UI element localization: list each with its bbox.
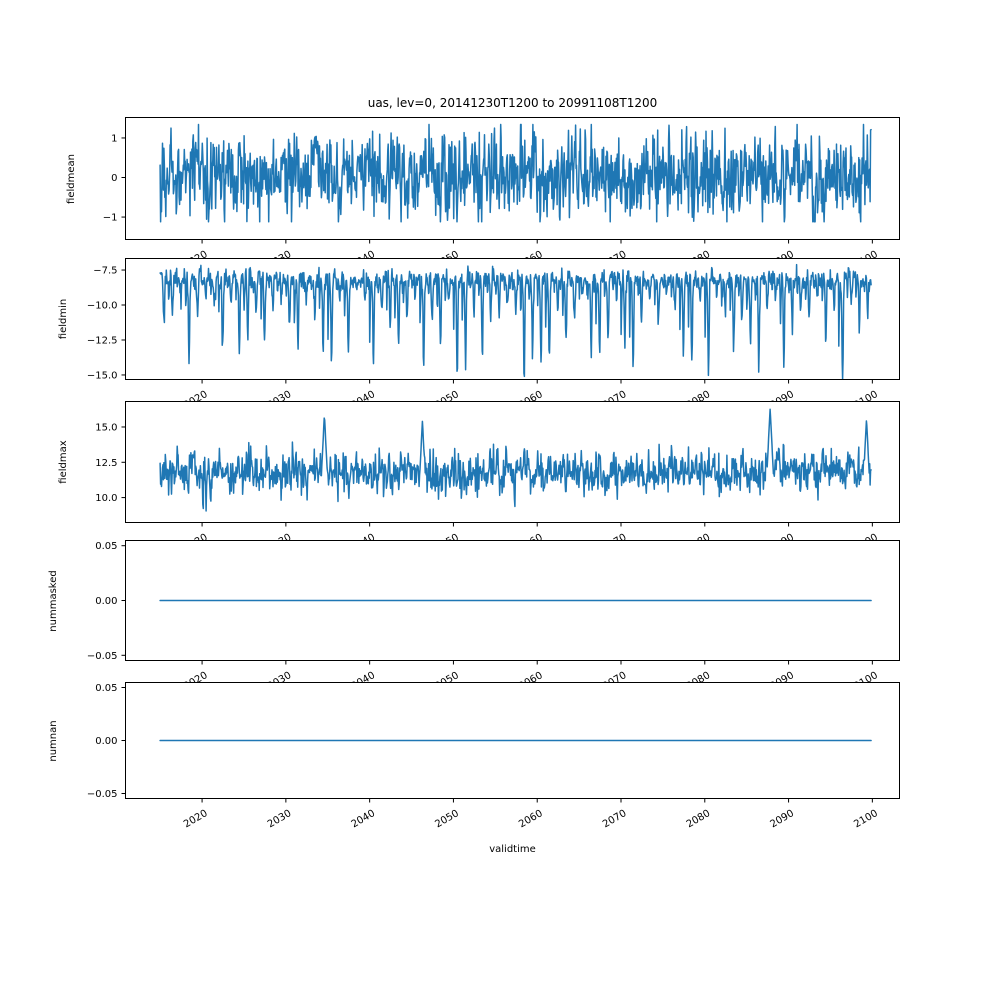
y-tick-label: 12.5: [95, 458, 117, 469]
y-tick-label: −0.05: [87, 789, 118, 800]
y-tick-label: −1: [103, 213, 118, 224]
x-tick-label: 2020: [182, 808, 210, 830]
x-tick-label: 2030: [266, 808, 294, 830]
y-tick-label: 0.00: [95, 596, 117, 607]
y-axis-label-fieldmax: fieldmax: [57, 440, 69, 484]
y-axis-label-numnan: numnan: [47, 719, 59, 762]
y-tick-label: −0.05: [87, 651, 118, 662]
x-tick-label: 2090: [769, 808, 797, 830]
axes-frame: [125, 540, 900, 661]
x-axis-label: validtime: [489, 844, 536, 855]
y-tick-label: −12.5: [87, 335, 118, 346]
y-tick-label: 1: [111, 133, 117, 144]
y-tick-label: 10.0: [95, 493, 117, 504]
x-tick-label: 2060: [517, 808, 545, 830]
series-line: [159, 408, 872, 512]
y-tick-label: −7.5: [93, 266, 117, 277]
plot-area-numnan: 0.05 0.00 −0.05 2020 2030 2040 2050 2060 2070 208…: [87, 682, 900, 830]
x-tick-label: 2050: [433, 808, 461, 830]
y-axis-label-nummasked: nummasked: [47, 569, 59, 632]
y-tick-label: 0.05: [95, 683, 117, 694]
y-tick-label: 0.05: [95, 541, 117, 552]
axes-frame: [125, 117, 900, 240]
axes-frame: [125, 401, 900, 523]
series-line: [159, 123, 872, 223]
x-tick-label: 2070: [601, 808, 629, 830]
y-tick-label: −10.0: [87, 301, 118, 312]
plot-area-fieldmean: 10−1202020302040205020602070208020902100: [103, 117, 900, 271]
subplot-fieldmin: −7.5 −10.0 −12.5 −15.0 2020 2030 2040 2050 2060 2…: [0, 258, 1000, 425]
y-tick-label: 15.0: [95, 422, 117, 433]
y-tick-label: −15.0: [87, 370, 118, 381]
x-tick-label: 2100: [852, 808, 880, 830]
y-tick-label: 0: [111, 173, 117, 184]
y-axis-label-fieldmean: fieldmean: [65, 153, 77, 204]
subplot-numnan: 0.05 0.00 −0.05 2020 2030 2040 2050 2060 2070 208…: [0, 682, 1000, 844]
axes-frame: [125, 682, 900, 799]
x-tick-label: 2080: [685, 808, 713, 830]
chart-title: uas, lev=0, 20141230T1200 to 20991108T12…: [367, 96, 658, 110]
y-axis-label-fieldmin: fieldmin: [57, 298, 69, 340]
subplot-fieldmean: 10−1202020302040205020602070208020902100…: [0, 117, 1000, 285]
y-tick-label: 0.00: [95, 736, 117, 747]
series-line: [159, 263, 872, 380]
axes-frame: [125, 258, 900, 380]
x-tick-label: 2040: [350, 808, 378, 830]
